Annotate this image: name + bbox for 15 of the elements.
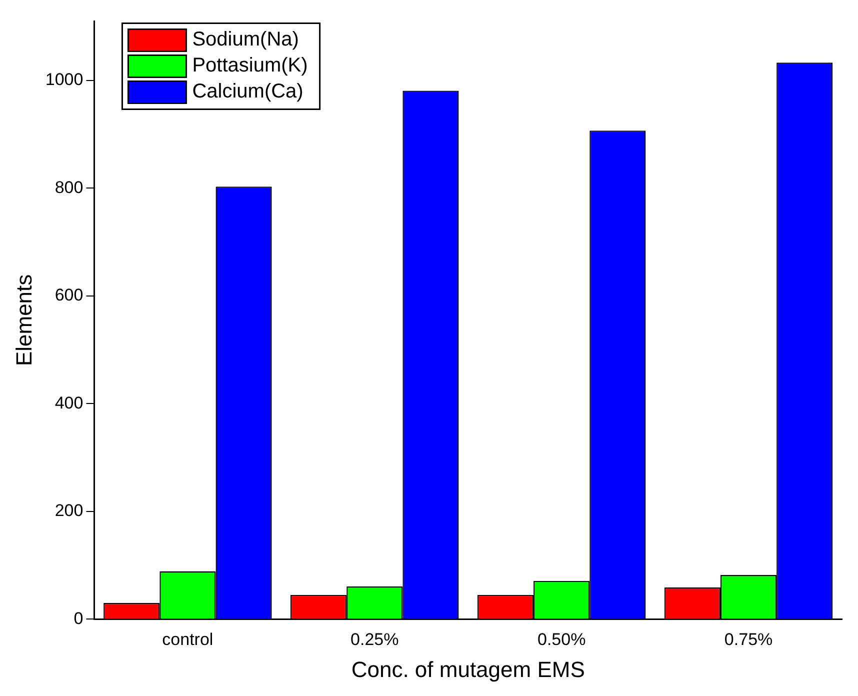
y-tick-label: 0 (74, 608, 84, 628)
x-tick-label: 0.75% (724, 630, 773, 650)
y-tick-label: 400 (54, 393, 84, 412)
y-axis-title: Elements (11, 274, 36, 366)
legend-label: Calcium(Ca) (192, 80, 304, 103)
x-axis-title: Conc. of mutagem EMS (351, 656, 585, 682)
x-tick-label: 0.25% (350, 630, 399, 650)
legend-label: Sodium(Na) (192, 28, 299, 51)
y-tick-label: 1000 (45, 70, 84, 90)
x-tick-label: 0.50% (537, 630, 586, 650)
legend-label: Pottasium(K) (192, 54, 308, 77)
y-tick-label: 600 (54, 286, 84, 305)
y-tick-label: 800 (54, 178, 84, 197)
y-tick-label: 200 (54, 501, 84, 520)
x-tick-label: control (162, 630, 214, 650)
